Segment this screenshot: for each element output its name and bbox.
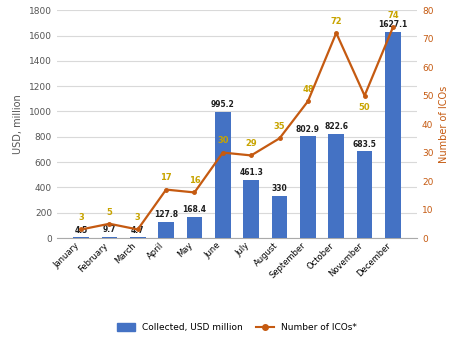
Number of ICOs* bbox=[390, 25, 396, 29]
Text: 4.7: 4.7 bbox=[131, 226, 145, 235]
Y-axis label: Number of ICOs: Number of ICOs bbox=[439, 85, 449, 163]
Text: 5: 5 bbox=[107, 208, 112, 217]
Number of ICOs* bbox=[333, 31, 339, 35]
Bar bbox=[158, 222, 174, 238]
Bar bbox=[357, 152, 373, 238]
Bar bbox=[243, 180, 259, 238]
Text: 30: 30 bbox=[217, 136, 228, 146]
Text: 822.6: 822.6 bbox=[324, 122, 348, 131]
Line: Number of ICOs*: Number of ICOs* bbox=[79, 26, 395, 231]
Bar bbox=[101, 237, 117, 238]
Bar bbox=[328, 134, 344, 238]
Text: 35: 35 bbox=[273, 122, 285, 131]
Bar bbox=[130, 237, 146, 238]
Text: 330: 330 bbox=[272, 185, 287, 193]
Text: 9.7: 9.7 bbox=[103, 225, 116, 234]
Number of ICOs* bbox=[78, 227, 84, 232]
Bar bbox=[215, 112, 231, 238]
Number of ICOs* bbox=[163, 188, 169, 192]
Text: 17: 17 bbox=[160, 173, 172, 183]
Text: 168.4: 168.4 bbox=[182, 205, 207, 214]
Text: 461.3: 461.3 bbox=[239, 168, 263, 177]
Number of ICOs* bbox=[220, 151, 226, 155]
Text: 50: 50 bbox=[359, 103, 370, 112]
Number of ICOs* bbox=[191, 190, 197, 194]
Number of ICOs* bbox=[305, 99, 311, 103]
Text: 3: 3 bbox=[78, 213, 84, 222]
Bar bbox=[385, 32, 401, 238]
Number of ICOs* bbox=[362, 94, 367, 98]
Number of ICOs* bbox=[248, 153, 254, 157]
Text: 802.9: 802.9 bbox=[296, 124, 320, 134]
Y-axis label: USD, million: USD, million bbox=[13, 94, 24, 154]
Bar bbox=[272, 196, 287, 238]
Text: 16: 16 bbox=[189, 176, 201, 185]
Legend: Collected, USD million, Number of ICOs*: Collected, USD million, Number of ICOs* bbox=[113, 320, 361, 336]
Text: 3: 3 bbox=[135, 213, 141, 222]
Bar bbox=[187, 217, 202, 238]
Text: 29: 29 bbox=[246, 139, 257, 148]
Bar bbox=[300, 136, 316, 238]
Text: 48: 48 bbox=[302, 85, 314, 94]
Bar bbox=[73, 237, 89, 238]
Number of ICOs* bbox=[107, 222, 112, 226]
Text: 995.2: 995.2 bbox=[211, 100, 235, 109]
Number of ICOs* bbox=[135, 227, 141, 232]
Text: 683.5: 683.5 bbox=[353, 140, 376, 149]
Text: 127.8: 127.8 bbox=[154, 210, 178, 219]
Text: 1627.1: 1627.1 bbox=[378, 20, 408, 29]
Text: 4.5: 4.5 bbox=[74, 226, 88, 235]
Text: 74: 74 bbox=[387, 11, 399, 20]
Text: 72: 72 bbox=[330, 17, 342, 26]
Number of ICOs* bbox=[277, 136, 283, 140]
